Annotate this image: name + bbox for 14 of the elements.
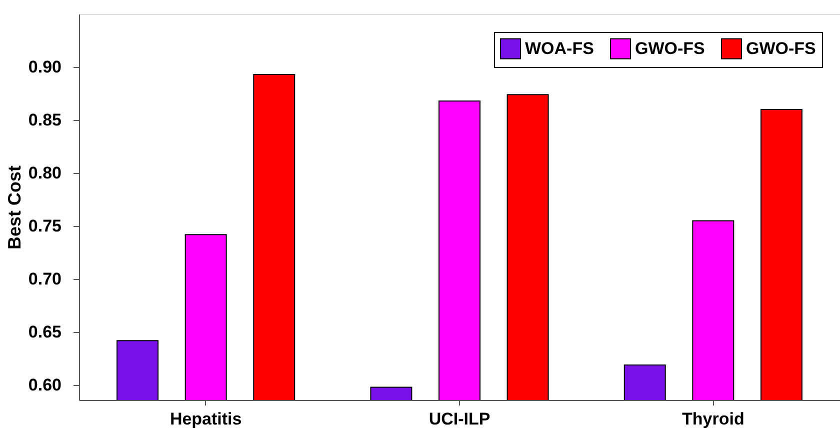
x-tick-label: Thyroid [682,410,744,428]
y-tick-label: 0.65 [28,322,62,342]
x-tick-label: UCI-ILP [428,410,490,428]
y-tick-label: 0.80 [28,164,62,183]
legend-label: WOA-FS [525,38,594,58]
x-tick-label: Hepatitis [170,410,242,428]
y-tick-label: 0.75 [28,216,62,236]
y-axis-title: Best Cost [4,165,24,250]
legend-label: GWO-FS [635,38,705,58]
y-tick-label: 0.60 [28,376,62,395]
legend-label: GWO-FS [746,38,816,58]
y-tick-label: 0.90 [28,58,62,77]
y-tick-label: 0.85 [28,110,62,130]
y-tick-label: 0.70 [28,270,62,289]
